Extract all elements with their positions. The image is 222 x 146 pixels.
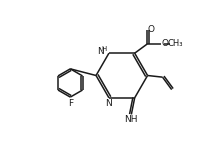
Text: O: O <box>161 39 168 48</box>
Text: N: N <box>97 47 104 56</box>
Text: F: F <box>68 99 73 108</box>
Text: O: O <box>148 25 155 34</box>
Text: NH: NH <box>124 115 137 124</box>
Text: H: H <box>101 46 106 52</box>
Text: CH₃: CH₃ <box>167 39 183 48</box>
Text: N: N <box>105 99 111 108</box>
